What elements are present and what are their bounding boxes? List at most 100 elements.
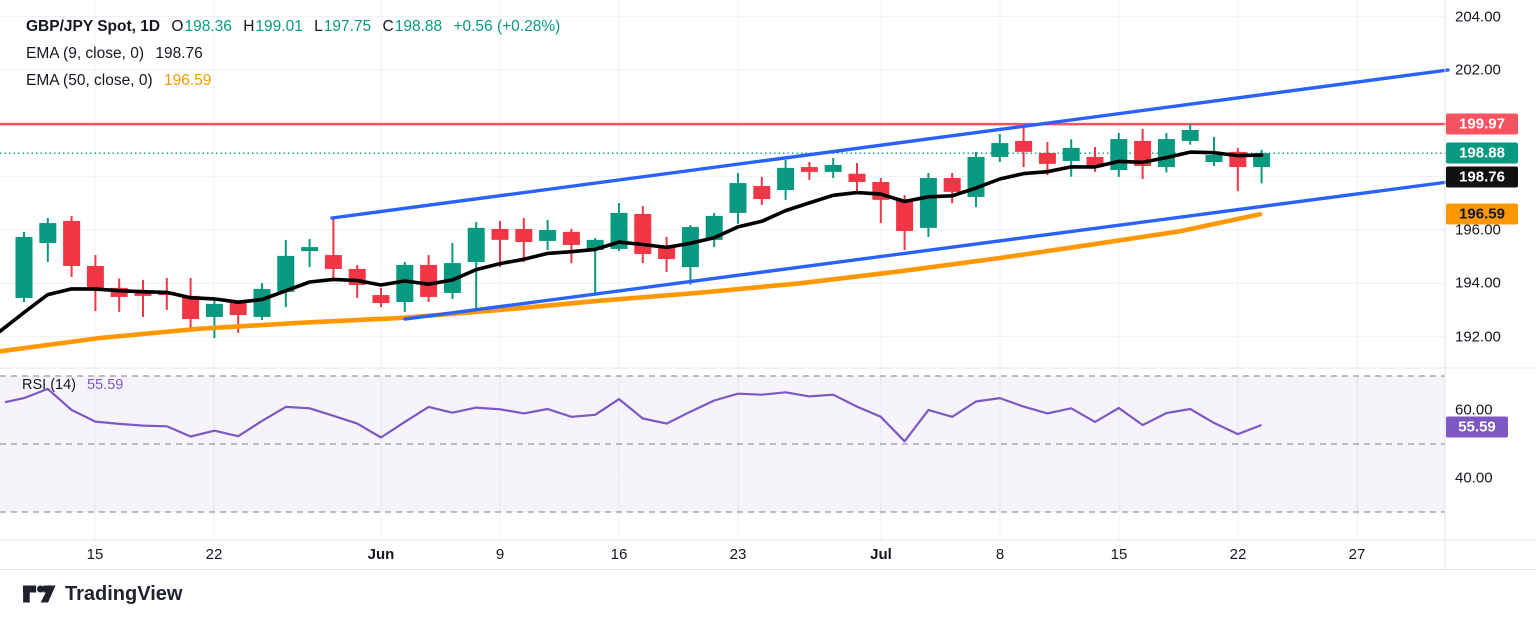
high-label: H [243, 18, 255, 35]
time-tick-label: 15 [1110, 546, 1128, 563]
chart-canvas[interactable] [0, 0, 1536, 570]
symbol-title: GBP/JPY Spot, 1D [26, 18, 161, 35]
candle-up [681, 227, 699, 268]
time-tick-label: 27 [1348, 546, 1366, 563]
candle-up [301, 247, 319, 252]
ema9-row[interactable]: EMA (9, close, 0) 198.76 [26, 40, 567, 67]
axis-price-badge: 198.76 [1446, 166, 1518, 188]
candle-down [229, 303, 247, 316]
candle-down [1086, 156, 1104, 168]
price-tick-label: 202.00 [1455, 61, 1501, 79]
candle-down [372, 295, 390, 304]
rsi-tick-label: 40.00 [1455, 469, 1493, 487]
channel-upper-line [330, 68, 1450, 220]
rsi-line [4, 387, 1262, 443]
ema50-label: EMA (50, close, 0) [26, 72, 153, 89]
candle-down [515, 228, 533, 243]
candle-down [63, 220, 81, 267]
candle-down [86, 266, 104, 291]
candle-down [562, 231, 580, 245]
candle-up [1205, 155, 1223, 163]
candle-down [896, 199, 914, 232]
rsi-tick-label: 60.00 [1455, 401, 1493, 419]
candle-up [610, 212, 628, 249]
close-value: 198.88 [394, 18, 443, 35]
price-tick-label: 192.00 [1455, 328, 1501, 346]
candle-up [15, 236, 33, 299]
symbol-legend: GBP/JPY Spot, 1D O198.36 H199.01 L197.75… [26, 13, 567, 94]
candle-down [420, 264, 438, 297]
ema9-value: 198.76 [155, 45, 203, 62]
rsi-band [0, 376, 1445, 512]
candle-up [39, 223, 57, 244]
candle-up [586, 239, 604, 251]
rsi-label: RSI (14) [22, 377, 76, 393]
low-value: 197.75 [323, 18, 372, 35]
candle-up [1181, 130, 1199, 141]
time-tick-label: 9 [495, 546, 505, 563]
candle-up [1110, 139, 1128, 171]
candle-up [539, 230, 557, 241]
candle-down [134, 291, 152, 296]
time-tick-label: 22 [1229, 546, 1247, 563]
brand-text: TradingView [65, 582, 183, 605]
symbol-row[interactable]: GBP/JPY Spot, 1D O198.36 H199.01 L197.75… [26, 13, 567, 40]
ema50-row[interactable]: EMA (50, close, 0) 196.59 [26, 67, 567, 94]
rsi-legend[interactable]: RSI (14) 55.59 [22, 377, 123, 393]
price-tick-label: 204.00 [1455, 8, 1501, 26]
time-tick-label: Jul [870, 546, 892, 563]
candle-down [848, 173, 866, 183]
candle-down [1038, 152, 1056, 164]
axis-price-badge: 196.59 [1446, 203, 1518, 225]
time-tick-label: 15 [86, 546, 104, 563]
candle-down [324, 255, 342, 269]
candle-up [1157, 139, 1175, 168]
candle-up [729, 183, 747, 213]
axis-price-badge: 198.88 [1446, 142, 1518, 164]
price-tick-label: 196.00 [1455, 221, 1501, 239]
candle-up [705, 215, 723, 240]
channel-lower-line [403, 180, 1450, 321]
footer: TradingView [22, 577, 182, 611]
axis-price-badge: 55.59 [1446, 416, 1508, 438]
ema9-label: EMA (9, close, 0) [26, 45, 145, 62]
candle-up [253, 288, 271, 317]
candle-up [396, 264, 414, 303]
candle-down [943, 178, 961, 192]
tradingview-logo-icon [22, 585, 56, 603]
time-tick-label: 22 [205, 546, 223, 563]
candle-down [1015, 140, 1033, 152]
time-tick-label: 16 [610, 546, 628, 563]
time-tick-label: 23 [729, 546, 747, 563]
open-value: 198.36 [184, 18, 232, 35]
tradingview-link[interactable]: TradingView [22, 583, 182, 606]
high-value: 199.01 [255, 18, 303, 35]
low-label: L [314, 18, 323, 35]
candlesticks[interactable] [15, 124, 1271, 339]
time-tick-label: Jun [367, 546, 395, 563]
ema50-line [0, 212, 1263, 354]
candle-up [443, 263, 461, 293]
candle-up [777, 167, 795, 191]
axis-price-badge: 199.97 [1446, 113, 1518, 135]
candle-down [491, 228, 509, 240]
candle-down [634, 214, 652, 255]
candle-down [658, 246, 676, 260]
price-tick-label: 194.00 [1455, 274, 1501, 292]
candle-up [991, 143, 1009, 157]
candle-down [800, 167, 818, 172]
ema9-line [0, 150, 1264, 334]
candle-up [277, 255, 295, 292]
candle-down [753, 186, 771, 200]
candle-up [1062, 147, 1080, 161]
candle-up [467, 227, 485, 263]
candle-up [919, 178, 937, 228]
candle-down [182, 295, 200, 320]
candle-up [824, 164, 842, 172]
close-label: C [382, 18, 394, 35]
time-tick-label: 8 [995, 546, 1005, 563]
ema50-value: 196.59 [163, 72, 212, 89]
open-label: O [171, 18, 184, 35]
rsi-value: 55.59 [87, 377, 124, 393]
